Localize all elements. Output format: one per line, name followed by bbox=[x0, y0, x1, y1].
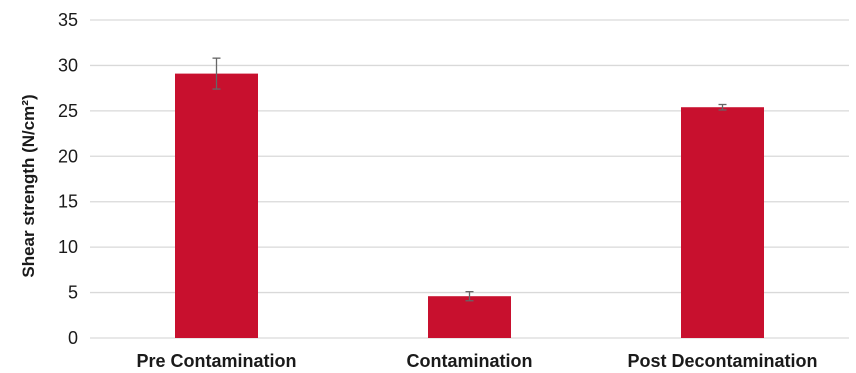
bar bbox=[428, 296, 511, 338]
error-bar bbox=[718, 103, 727, 111]
x-tick-label: Post Decontamination bbox=[627, 351, 817, 371]
y-tick-label: 15 bbox=[58, 192, 78, 212]
y-tick-label: 30 bbox=[58, 55, 78, 75]
y-tick-label: 20 bbox=[58, 146, 78, 166]
y-axis-ticks: 0 5 10 15 20 25 30 35 bbox=[58, 10, 78, 348]
error-bar bbox=[212, 57, 221, 90]
bar bbox=[175, 73, 258, 338]
y-tick-label: 10 bbox=[58, 237, 78, 257]
y-tick-label: 5 bbox=[68, 283, 78, 303]
bar-layer bbox=[175, 73, 764, 338]
y-axis-label: Shear strength (N/cm²) bbox=[19, 94, 38, 277]
x-axis-ticks: Pre Contamination Contamination Post Decon… bbox=[136, 351, 817, 371]
y-tick-label: 35 bbox=[58, 10, 78, 30]
y-tick-label: 0 bbox=[68, 328, 78, 348]
x-tick-label: Pre Contamination bbox=[136, 351, 296, 371]
error-bar bbox=[465, 291, 474, 302]
bar bbox=[681, 107, 764, 338]
x-tick-label: Contamination bbox=[407, 351, 533, 371]
y-tick-label: 25 bbox=[58, 101, 78, 121]
error-bar-layer bbox=[212, 57, 727, 302]
